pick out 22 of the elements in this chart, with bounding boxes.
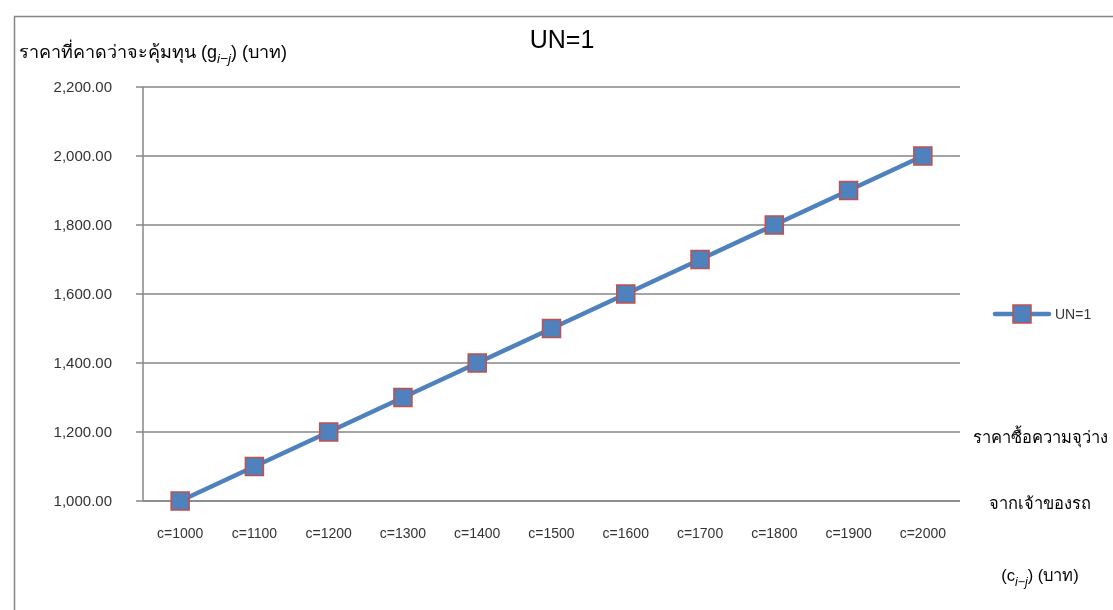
- legend-label: UN=1: [1055, 306, 1092, 322]
- xtick: c=1600: [602, 525, 649, 541]
- ytick: 1,000.00: [53, 492, 112, 509]
- xlabel: จากเจ้าของรถ: [989, 494, 1091, 512]
- xtick: c=1100: [231, 525, 278, 541]
- ytick: 2,000.00: [53, 147, 112, 164]
- xtick: c=1000: [156, 525, 204, 541]
- xtick: c=1500: [528, 525, 575, 541]
- ytick: 1,400.00: [53, 354, 112, 371]
- ytick: 1,800.00: [53, 216, 112, 233]
- title: UN=1: [529, 25, 595, 53]
- xlabel: (c$_{i−j}$) (บาท): [1001, 566, 1079, 589]
- xtick: c=1400: [454, 525, 501, 541]
- ytick: 2,200.00: [53, 78, 112, 95]
- xtick: c=1700: [676, 525, 724, 541]
- ytick: 1,200.00: [53, 423, 112, 440]
- xtick: c=1900: [825, 525, 872, 541]
- xtick: c=1300: [379, 525, 427, 541]
- xtick: c=2000: [899, 525, 947, 541]
- ytick: 1,600.00: [53, 285, 112, 302]
- xtick: c=1800: [751, 525, 798, 541]
- xtick: c=1200: [305, 525, 352, 541]
